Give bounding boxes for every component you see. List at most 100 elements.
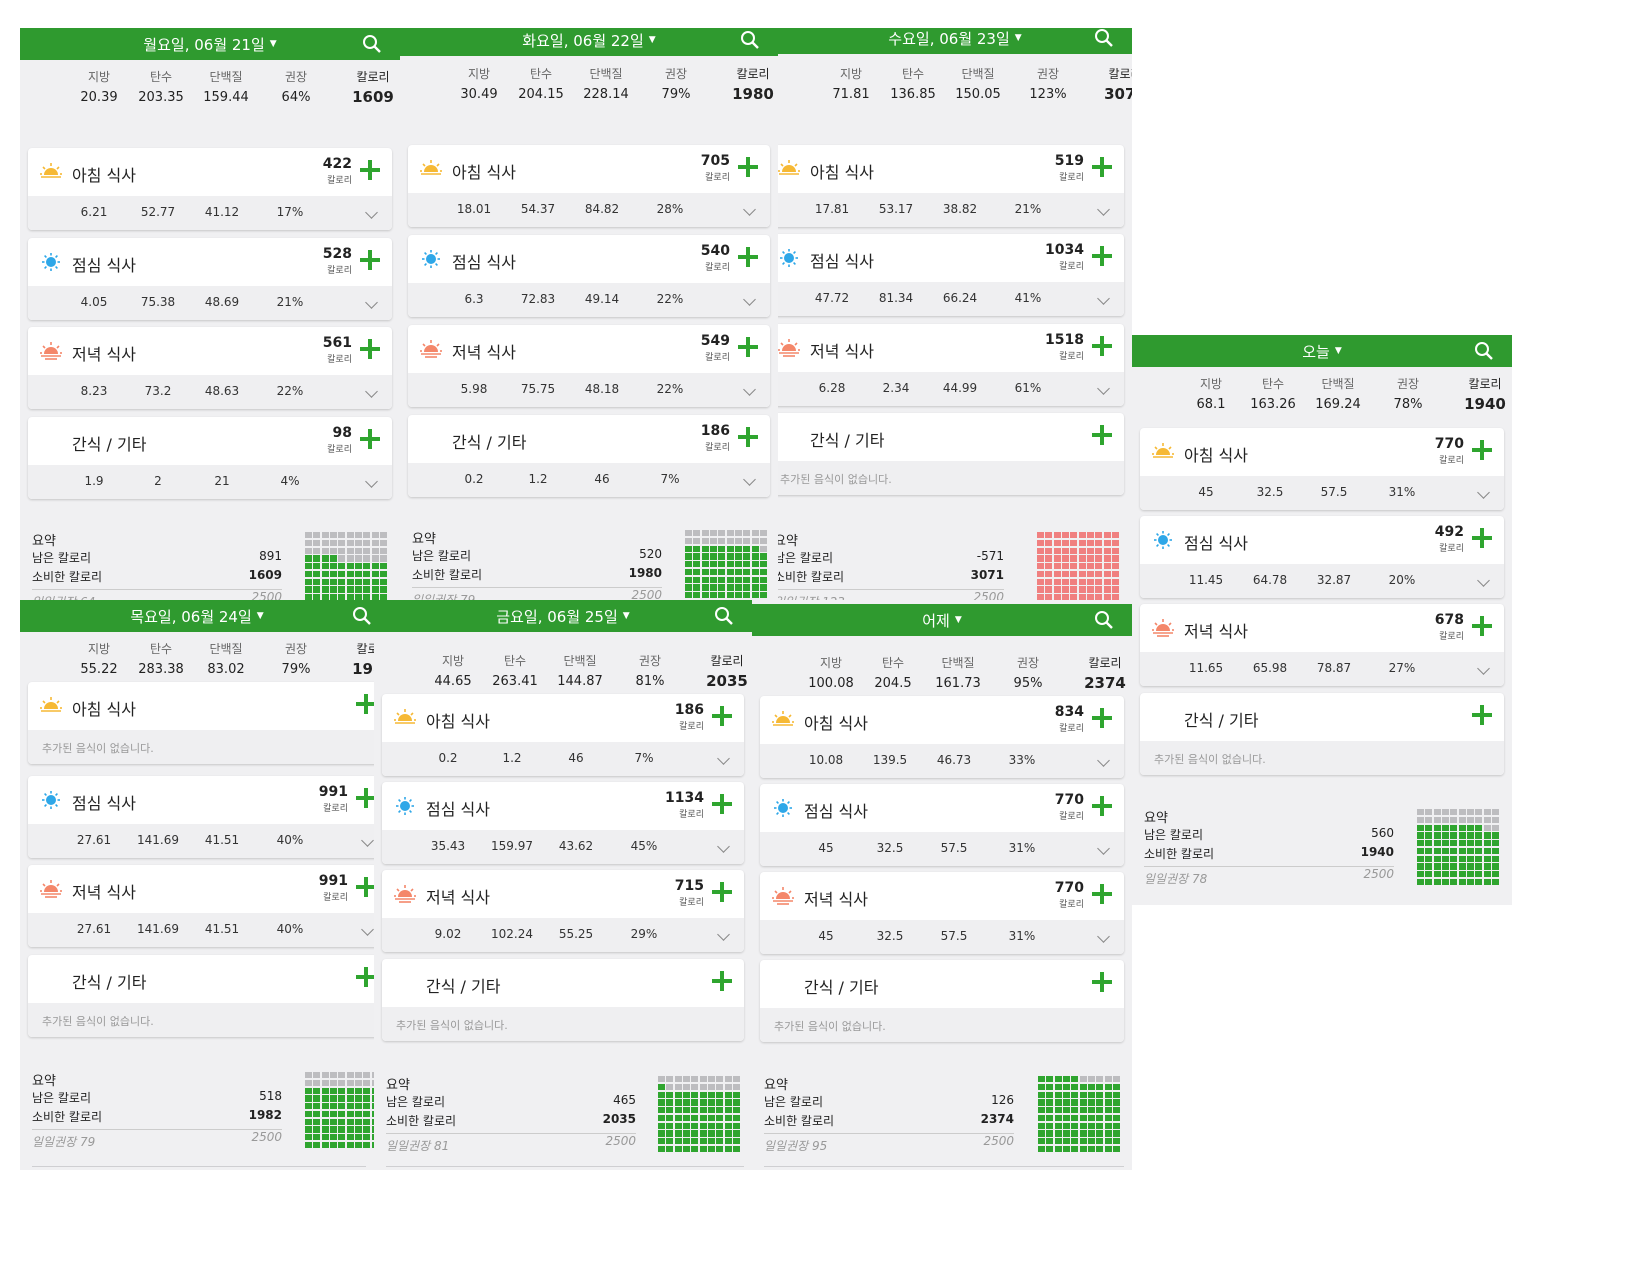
chevron-down-icon[interactable] bbox=[1477, 574, 1490, 587]
meal-details[interactable]: 45 32.5 57.5 31% bbox=[760, 920, 1124, 954]
plus-icon[interactable] bbox=[1092, 425, 1112, 445]
meal-header[interactable]: 점심 식사 991 칼로리 bbox=[28, 776, 374, 824]
meal-card[interactable]: 저녁 식사 770 칼로리 45 32.5 57.5 31% bbox=[760, 872, 1124, 954]
meal-details[interactable]: 8.23 73.2 48.63 22% bbox=[28, 375, 392, 409]
meal-header[interactable]: 점심 식사 1034 칼로리 bbox=[778, 234, 1124, 282]
meal-header[interactable]: 아침 식사 834 칼로리 bbox=[760, 696, 1124, 744]
meal-header[interactable]: 아침 식사 bbox=[28, 682, 374, 730]
meal-card[interactable]: 간식 / 기타 186 칼로리 0.2 1.2 46 7% bbox=[408, 415, 770, 497]
plus-icon[interactable] bbox=[356, 877, 374, 897]
meal-details[interactable]: 추가된 음식이 없습니다. bbox=[28, 730, 374, 764]
meal-header[interactable]: 간식 / 기타 bbox=[382, 959, 744, 1007]
meal-card[interactable]: 간식 / 기타 98 칼로리 1.9 2 21 4% bbox=[28, 417, 392, 499]
meal-card[interactable]: 간식 / 기타 추가된 음식이 없습니다. bbox=[1140, 693, 1504, 775]
meal-header[interactable]: 아침 식사 705 칼로리 bbox=[408, 145, 770, 193]
chevron-down-icon[interactable]: ▼ bbox=[1014, 33, 1022, 43]
meal-details[interactable]: 27.61 141.69 41.51 40% bbox=[28, 913, 374, 947]
meal-details[interactable]: 6.21 52.77 41.12 17% bbox=[28, 196, 392, 230]
plus-icon[interactable] bbox=[1092, 157, 1112, 177]
meal-card[interactable]: 점심 식사 528 칼로리 4.05 75.38 48.69 21% bbox=[28, 238, 392, 320]
meal-details[interactable]: 45 32.5 57.5 31% bbox=[1140, 476, 1504, 510]
meal-header[interactable]: 간식 / 기타 bbox=[28, 955, 374, 1003]
chevron-down-icon[interactable] bbox=[1097, 754, 1110, 767]
meal-header[interactable]: 점심 식사 770 칼로리 bbox=[760, 784, 1124, 832]
meal-card[interactable]: 점심 식사 770 칼로리 45 32.5 57.5 31% bbox=[760, 784, 1124, 866]
chevron-down-icon[interactable] bbox=[361, 923, 374, 936]
meal-card[interactable]: 저녁 식사 561 칼로리 8.23 73.2 48.63 22% bbox=[28, 327, 392, 409]
plus-icon[interactable] bbox=[1092, 884, 1112, 904]
plus-icon[interactable] bbox=[712, 971, 732, 991]
meal-details[interactable]: 18.01 54.37 84.82 28% bbox=[408, 193, 770, 227]
plus-icon[interactable] bbox=[712, 706, 732, 726]
chevron-down-icon[interactable] bbox=[365, 206, 378, 219]
chevron-down-icon[interactable] bbox=[717, 928, 730, 941]
chevron-down-icon[interactable] bbox=[717, 840, 730, 853]
meal-details[interactable]: 27.61 141.69 41.51 40% bbox=[28, 824, 374, 858]
chevron-down-icon[interactable]: ▼ bbox=[256, 611, 264, 621]
meal-header[interactable]: 점심 식사 528 칼로리 bbox=[28, 238, 392, 286]
meal-details[interactable]: 추가된 음식이 없습니다. bbox=[28, 1003, 374, 1037]
meal-details[interactable]: 45 32.5 57.5 31% bbox=[760, 832, 1124, 866]
plus-icon[interactable] bbox=[360, 160, 380, 180]
plus-icon[interactable] bbox=[360, 429, 380, 449]
search-icon[interactable] bbox=[362, 34, 382, 54]
plus-icon[interactable] bbox=[738, 247, 758, 267]
meal-header[interactable]: 간식 / 기타 186 칼로리 bbox=[408, 415, 770, 463]
plus-icon[interactable] bbox=[356, 788, 374, 808]
plus-icon[interactable] bbox=[1472, 616, 1492, 636]
chevron-down-icon[interactable] bbox=[1097, 382, 1110, 395]
meal-details[interactable]: 47.72 81.34 66.24 41% bbox=[778, 282, 1124, 316]
chevron-down-icon[interactable] bbox=[1097, 292, 1110, 305]
meal-card[interactable]: 아침 식사 705 칼로리 18.01 54.37 84.82 28% bbox=[408, 145, 770, 227]
meal-card[interactable]: 아침 식사 추가된 음식이 없습니다. bbox=[28, 682, 374, 764]
meal-card[interactable]: 점심 식사 540 칼로리 6.3 72.83 49.14 22% bbox=[408, 235, 770, 317]
chevron-down-icon[interactable]: ▼ bbox=[648, 35, 656, 45]
chevron-down-icon[interactable] bbox=[365, 385, 378, 398]
chevron-down-icon[interactable] bbox=[365, 296, 378, 309]
meal-details[interactable]: 10.08 139.5 46.73 33% bbox=[760, 744, 1124, 778]
plus-icon[interactable] bbox=[712, 882, 732, 902]
meal-details[interactable]: 4.05 75.38 48.69 21% bbox=[28, 286, 392, 320]
plus-icon[interactable] bbox=[712, 794, 732, 814]
plus-icon[interactable] bbox=[738, 337, 758, 357]
chevron-down-icon[interactable] bbox=[743, 473, 756, 486]
meal-details[interactable]: 9.02 102.24 55.25 29% bbox=[382, 918, 744, 952]
plus-icon[interactable] bbox=[1092, 796, 1112, 816]
date-title[interactable]: 오늘 bbox=[1302, 342, 1330, 361]
chevron-down-icon[interactable] bbox=[743, 293, 756, 306]
chevron-down-icon[interactable]: ▼ bbox=[269, 39, 277, 49]
meal-details[interactable]: 6.3 72.83 49.14 22% bbox=[408, 283, 770, 317]
meal-card[interactable]: 저녁 식사 1518 칼로리 6.28 2.34 44.99 61% bbox=[778, 324, 1124, 406]
meal-details[interactable]: 11.45 64.78 32.87 20% bbox=[1140, 564, 1504, 598]
meal-details[interactable]: 17.81 53.17 38.82 21% bbox=[778, 193, 1124, 227]
meal-card[interactable]: 아침 식사 770 칼로리 45 32.5 57.5 31% bbox=[1140, 428, 1504, 510]
meal-header[interactable]: 아침 식사 770 칼로리 bbox=[1140, 428, 1504, 476]
search-icon[interactable] bbox=[1474, 341, 1494, 361]
plus-icon[interactable] bbox=[360, 250, 380, 270]
meal-header[interactable]: 아침 식사 422 칼로리 bbox=[28, 148, 392, 196]
plus-icon[interactable] bbox=[1092, 246, 1112, 266]
meal-header[interactable]: 저녁 식사 678 칼로리 bbox=[1140, 604, 1504, 652]
meal-card[interactable]: 간식 / 기타 추가된 음식이 없습니다. bbox=[760, 960, 1124, 1042]
meal-header[interactable]: 간식 / 기타 bbox=[778, 413, 1124, 461]
meal-header[interactable]: 저녁 식사 991 칼로리 bbox=[28, 865, 374, 913]
meal-header[interactable]: 점심 식사 492 칼로리 bbox=[1140, 516, 1504, 564]
search-icon[interactable] bbox=[1094, 610, 1114, 630]
plus-icon[interactable] bbox=[738, 427, 758, 447]
meal-header[interactable]: 저녁 식사 770 칼로리 bbox=[760, 872, 1124, 920]
meal-details[interactable]: 추가된 음식이 없습니다. bbox=[1140, 741, 1504, 775]
meal-card[interactable]: 아침 식사 422 칼로리 6.21 52.77 41.12 17% bbox=[28, 148, 392, 230]
chevron-down-icon[interactable]: ▼ bbox=[1334, 346, 1342, 356]
plus-icon[interactable] bbox=[1092, 708, 1112, 728]
meal-header[interactable]: 간식 / 기타 98 칼로리 bbox=[28, 417, 392, 465]
meal-card[interactable]: 점심 식사 1034 칼로리 47.72 81.34 66.24 41% bbox=[778, 234, 1124, 316]
meal-card[interactable]: 점심 식사 991 칼로리 27.61 141.69 41.51 40% bbox=[28, 776, 374, 858]
plus-icon[interactable] bbox=[1472, 528, 1492, 548]
meal-details[interactable]: 11.65 65.98 78.87 27% bbox=[1140, 652, 1504, 686]
meal-details[interactable]: 5.98 75.75 48.18 22% bbox=[408, 373, 770, 407]
chevron-down-icon[interactable] bbox=[365, 475, 378, 488]
meal-card[interactable]: 아침 식사 834 칼로리 10.08 139.5 46.73 33% bbox=[760, 696, 1124, 778]
chevron-down-icon[interactable] bbox=[717, 752, 730, 765]
date-title[interactable]: 화요일, 06월 22일 bbox=[522, 31, 644, 50]
meal-details[interactable]: 추가된 음식이 없습니다. bbox=[382, 1007, 744, 1041]
